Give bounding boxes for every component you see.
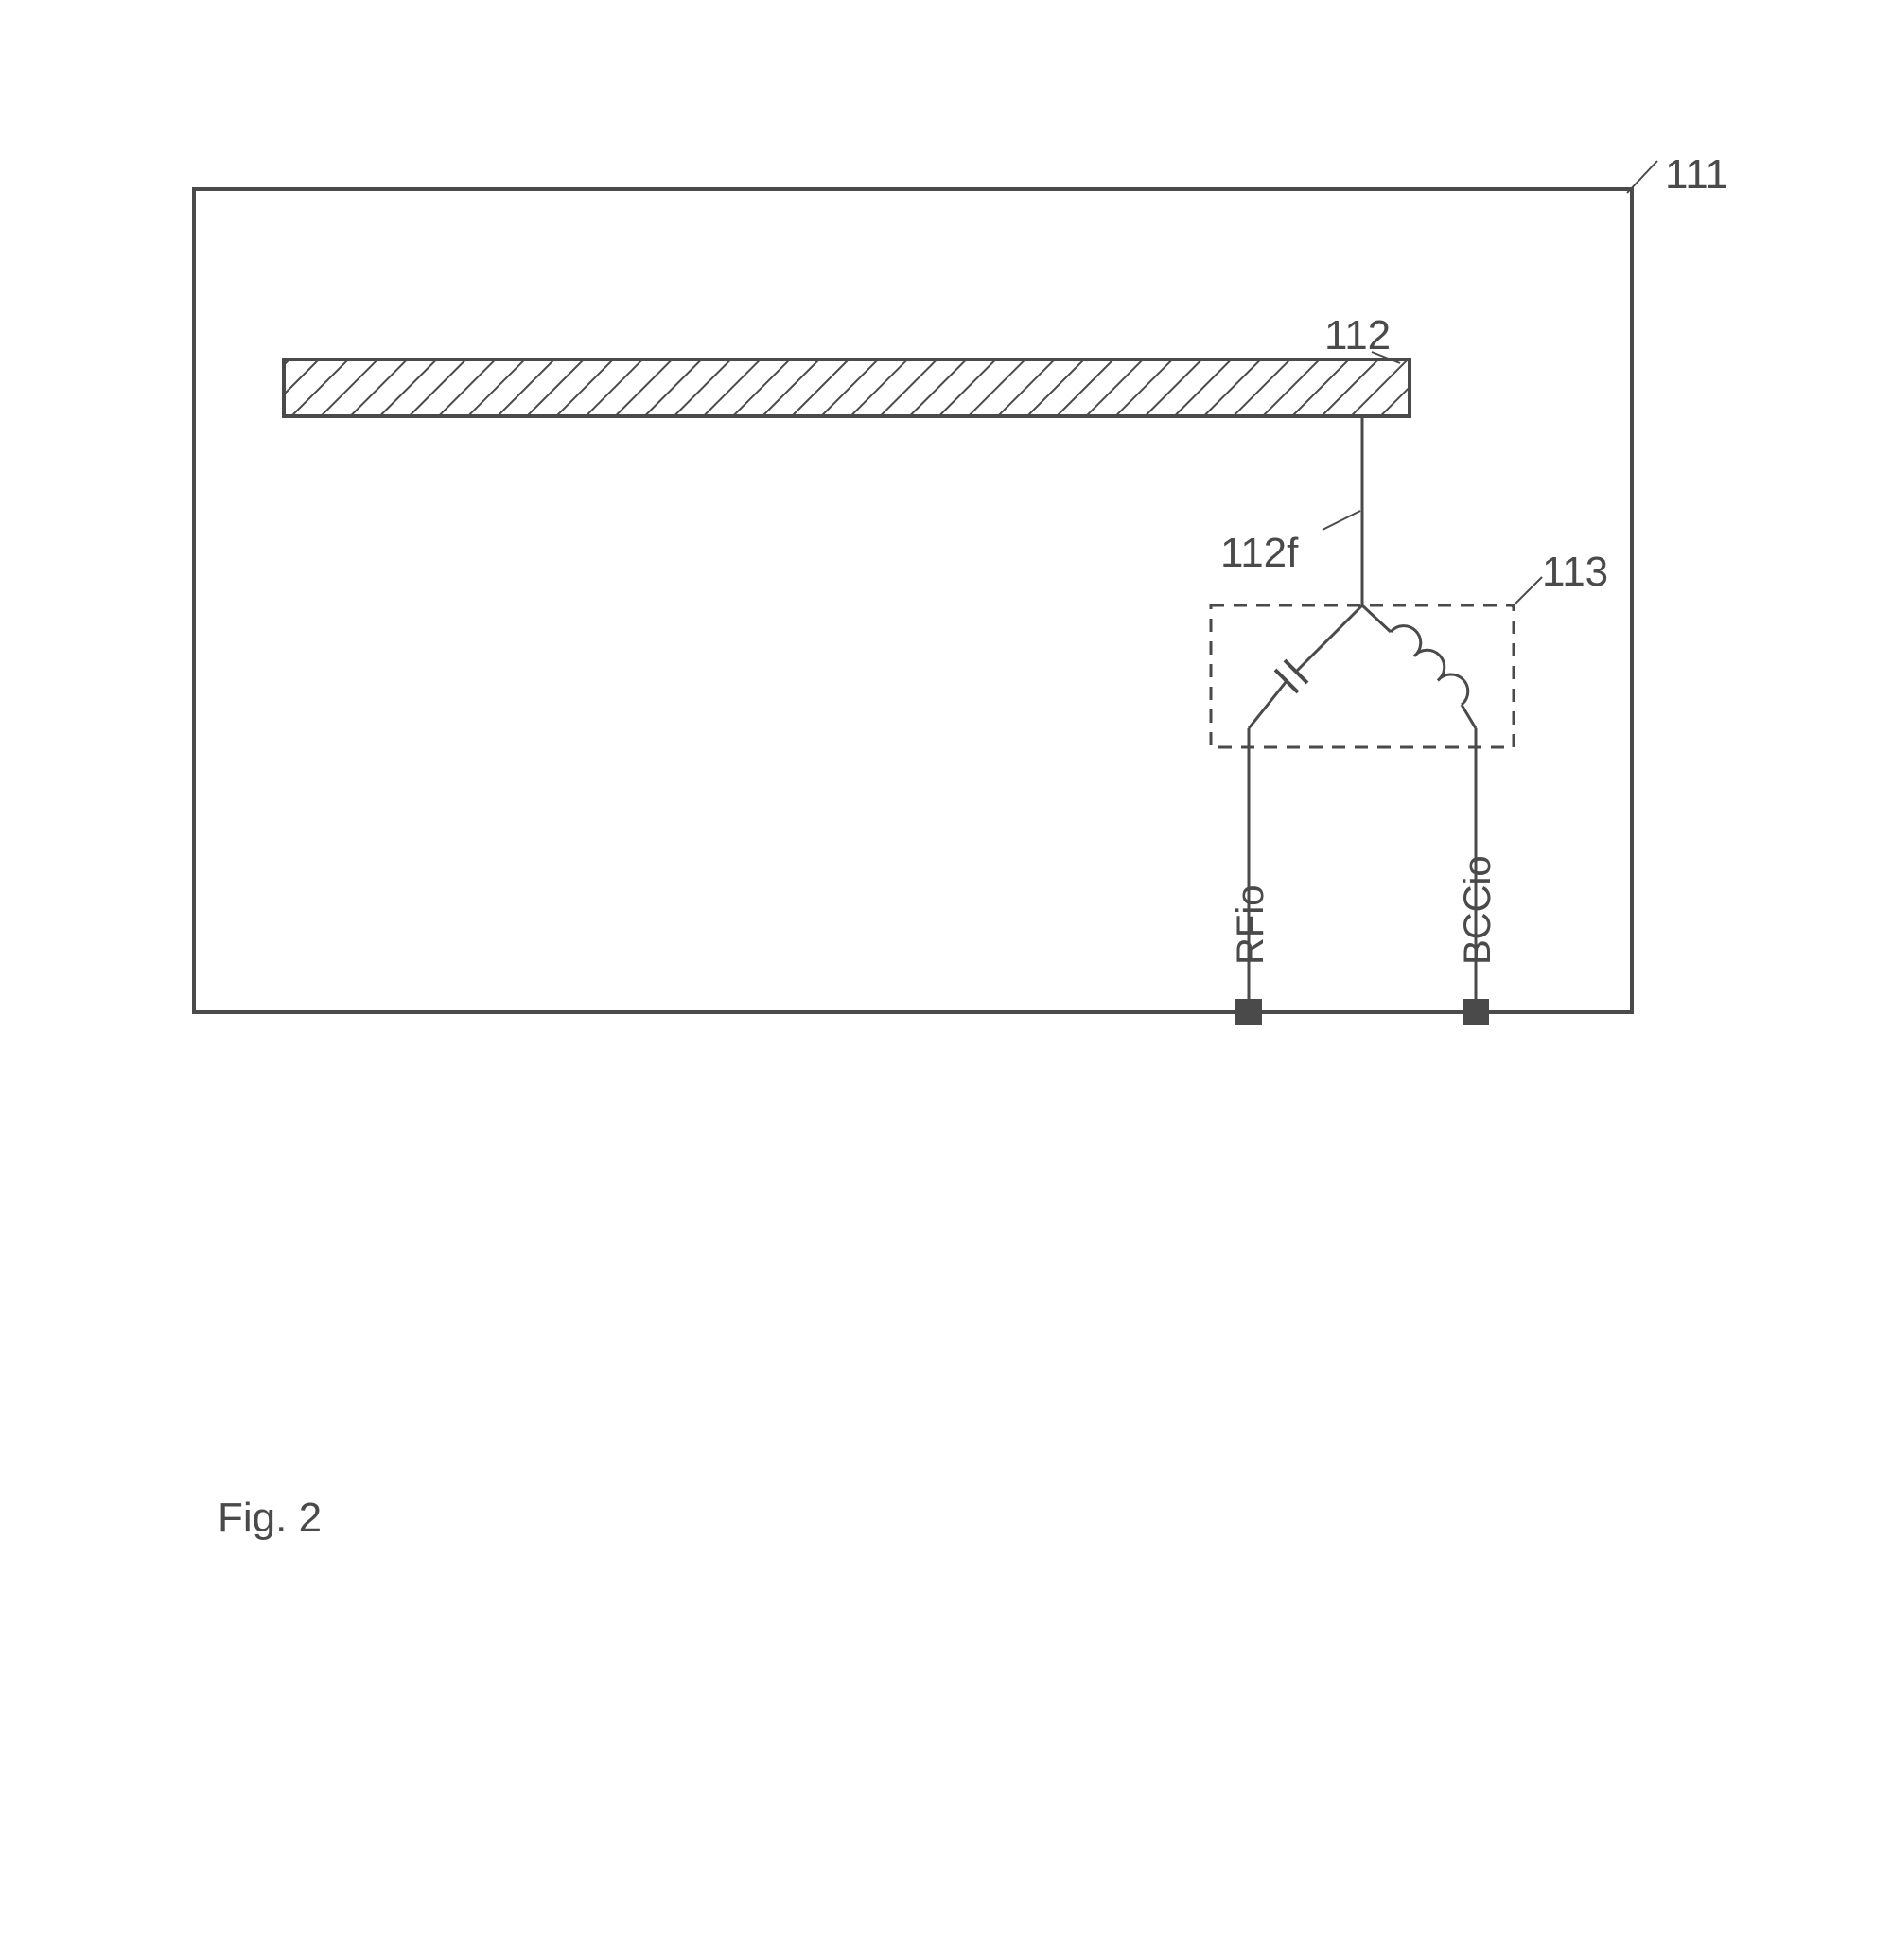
ref-113-label: 113 — [1542, 549, 1608, 596]
ref-112-label: 112 — [1324, 312, 1391, 359]
diagram-svg — [0, 0, 1892, 1960]
figure-caption: Fig. 2 — [218, 1495, 322, 1542]
ref-112f-label: 112f — [1220, 530, 1298, 577]
bccio-port-label: BCCio — [1457, 855, 1499, 965]
figure-canvas: 111 112 112f 113 RFio BCCio Fig. 2 — [0, 0, 1892, 1960]
ref-111-label: 111 — [1665, 151, 1728, 199]
rfio-port-label: RFio — [1230, 885, 1272, 965]
